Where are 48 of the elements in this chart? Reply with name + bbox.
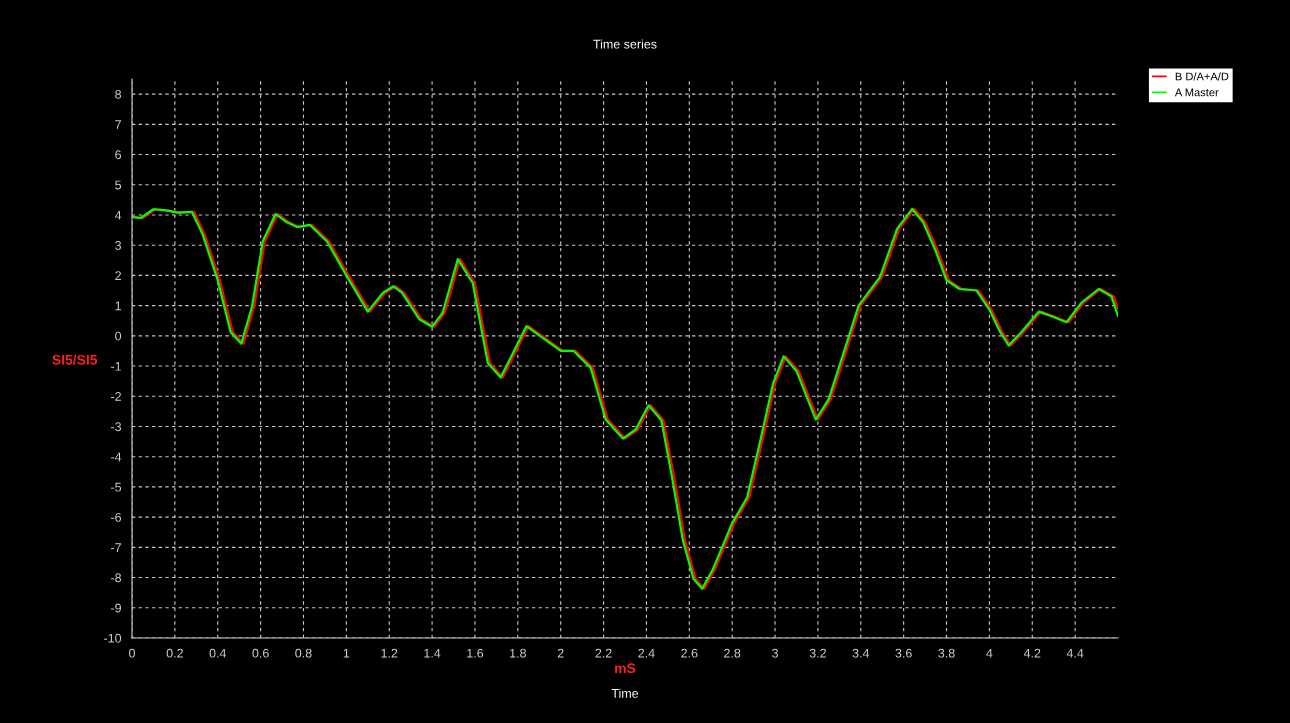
x-tick-label: 1.2 [381, 648, 398, 658]
y-tick-label: 1 [115, 301, 121, 311]
y-axis-title: SI5/SI5 [52, 354, 98, 365]
legend-label: A Master [1174, 88, 1219, 97]
text: Time [611, 688, 639, 698]
y-tick-label: -8 [111, 573, 122, 583]
y-tick-label: 7 [115, 120, 121, 129]
y-tick-label: -2 [111, 392, 121, 401]
x-tick-label: 3.2 [809, 648, 826, 658]
x-tick-label: 0.2 [166, 648, 183, 658]
x-tick-label: 4 [986, 648, 993, 658]
x-tick-label: 0 [129, 648, 135, 658]
x-tick-label: 0.4 [209, 648, 227, 658]
y-tick-label: -1 [111, 361, 121, 371]
x-tick-label: 4.4 [1066, 648, 1084, 658]
x-tick-label: 4.2 [1023, 648, 1041, 658]
y-tick-label: -7 [111, 543, 121, 552]
y-tick-label: 8 [115, 89, 122, 99]
y-tick-label: 4 [114, 210, 122, 220]
x-tick-label: 1 [343, 648, 350, 658]
y-tick-label: -9 [111, 603, 121, 613]
y-tick-label: -3 [111, 422, 122, 432]
y-tick-label: 2 [115, 271, 121, 280]
y-tick-label: -5 [111, 482, 122, 492]
x-tick-label: 1.4 [424, 648, 441, 658]
y-tick-label: 0 [115, 331, 122, 341]
x-tick-label: 3.8 [938, 648, 955, 658]
x-tick-label: 2.6 [681, 648, 698, 658]
y-tick-label: -10 [104, 633, 122, 643]
x-tick-label: 2.4 [638, 648, 655, 658]
chart-title: Time series [593, 39, 657, 49]
x-tick-label: 0.6 [252, 648, 269, 658]
y-tick-label: -4 [111, 452, 122, 462]
x-tick-label: 1.8 [510, 648, 526, 658]
x-tick-label: 0.8 [295, 648, 312, 658]
y-tick-label: 3 [115, 240, 122, 250]
x-tick-label: 3 [772, 648, 778, 658]
x-tick-label: 2.8 [724, 648, 741, 658]
x-axis-title: mS [615, 663, 636, 674]
x-tick-label: 3.6 [895, 648, 912, 658]
x-tick-label: 3.4 [852, 648, 870, 658]
legend-label: B D/A+A/D [1175, 72, 1229, 81]
y-tick-label: 5 [115, 180, 122, 190]
y-tick-label: -6 [111, 512, 122, 522]
x-tick-label: 2 [557, 648, 564, 658]
x-tick-label: 1.6 [467, 648, 484, 658]
x-tick-label: 2.2 [595, 648, 612, 658]
y-tick-label: 6 [115, 150, 122, 160]
